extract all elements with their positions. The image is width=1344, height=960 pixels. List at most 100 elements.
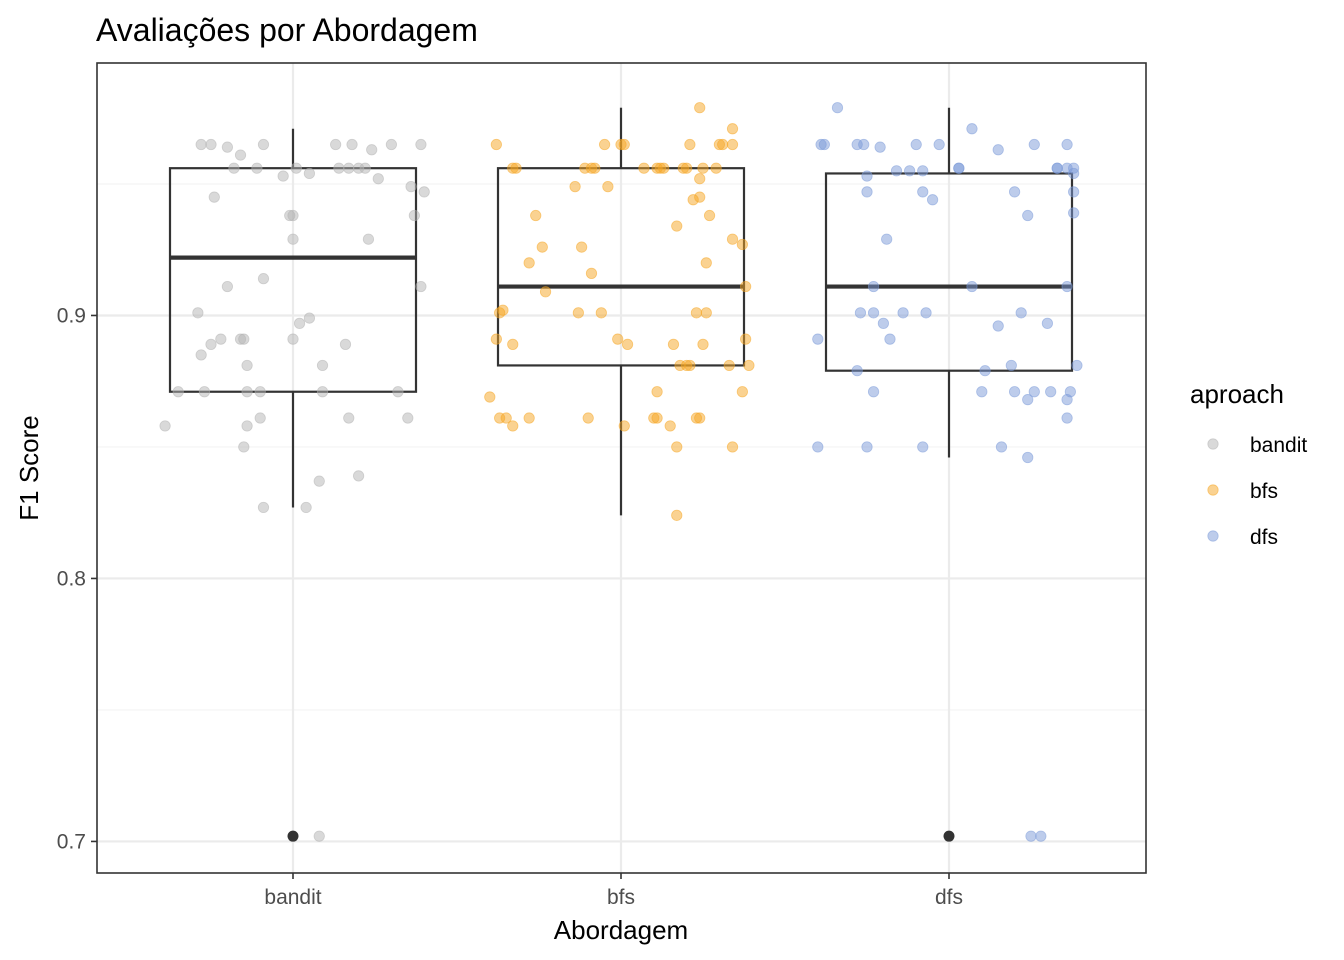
data-point-bfs xyxy=(710,162,722,174)
data-point-dfs xyxy=(897,307,909,319)
data-point-bfs xyxy=(585,267,598,279)
data-point-bandit xyxy=(257,138,270,151)
data-point-bfs xyxy=(740,333,752,345)
data-point-dfs xyxy=(1005,359,1017,372)
data-point-dfs xyxy=(995,441,1008,453)
data-point-bandit xyxy=(284,209,296,222)
data-point-bandit xyxy=(221,280,233,293)
data-point-bfs xyxy=(684,138,696,151)
data-point-dfs xyxy=(917,165,929,177)
y-tick-label: 0.7 xyxy=(57,830,86,853)
data-point-bfs xyxy=(736,238,748,251)
data-point-dfs xyxy=(992,320,1004,332)
data-point-bandit xyxy=(303,167,315,180)
data-point-bfs xyxy=(687,194,699,206)
data-point-bandit xyxy=(362,233,375,245)
data-point-bandit xyxy=(415,138,427,151)
data-point-bfs xyxy=(500,412,512,424)
data-point-bandit xyxy=(215,333,227,345)
data-point-dfs xyxy=(1035,830,1047,842)
data-point-bfs xyxy=(743,359,755,372)
data-point-bfs xyxy=(612,333,624,345)
data-point-bfs xyxy=(740,280,752,293)
data-point-bfs xyxy=(726,138,739,151)
data-point-dfs xyxy=(1008,186,1021,198)
data-point-bandit xyxy=(205,138,217,151)
data-point-bfs xyxy=(523,257,535,269)
data-point-bfs xyxy=(651,412,663,424)
data-point-dfs xyxy=(818,138,830,151)
data-point-bfs xyxy=(585,162,598,174)
data-point-bfs xyxy=(621,338,634,350)
legend-key-dfs xyxy=(1207,530,1219,542)
data-point-dfs xyxy=(1045,386,1057,398)
data-point-bandit xyxy=(316,359,329,372)
chart-title: Avaliações por Abordagem xyxy=(96,12,478,48)
data-point-dfs xyxy=(1061,412,1073,424)
data-point-bandit xyxy=(159,420,171,432)
data-point-dfs xyxy=(867,280,880,293)
data-point-dfs xyxy=(874,141,886,153)
data-point-dfs xyxy=(1068,207,1080,219)
data-point-dfs xyxy=(831,102,844,114)
points-dfs xyxy=(812,102,1083,842)
data-point-dfs xyxy=(979,365,991,377)
data-point-bandit xyxy=(238,441,250,453)
data-point-bandit xyxy=(241,386,253,398)
data-point-bandit xyxy=(172,386,184,398)
data-point-bfs xyxy=(598,138,611,151)
data-point-bandit xyxy=(402,412,414,424)
data-point-bandit xyxy=(330,138,342,151)
legend-label-dfs: dfs xyxy=(1250,526,1278,549)
plot-panel xyxy=(96,62,1147,874)
legend-key-bfs xyxy=(1207,484,1219,496)
data-point-bfs xyxy=(507,420,519,432)
data-point-bfs xyxy=(602,181,614,193)
data-point-bfs xyxy=(595,307,607,319)
data-point-bandit xyxy=(392,386,404,398)
boxplot-bfs xyxy=(496,107,746,516)
data-point-bfs xyxy=(694,412,706,424)
data-point-bandit xyxy=(257,273,270,285)
data-point-dfs xyxy=(1008,386,1021,398)
data-point-bandit xyxy=(254,386,266,398)
boxplots xyxy=(168,107,1074,842)
data-point-dfs xyxy=(877,317,890,329)
data-point-dfs xyxy=(884,333,896,345)
data-point-bfs xyxy=(690,307,703,319)
box xyxy=(496,167,746,367)
data-point-bfs xyxy=(671,220,683,232)
data-point-bandit xyxy=(313,830,325,842)
outlier-point xyxy=(287,830,299,842)
x-tick-label: dfs xyxy=(935,886,963,909)
data-point-bfs xyxy=(484,391,496,403)
data-point-bandit xyxy=(241,420,253,432)
data-point-bandit xyxy=(205,338,217,350)
data-point-bandit xyxy=(293,317,306,329)
data-point-bandit xyxy=(241,359,253,372)
data-point-bandit xyxy=(418,186,430,198)
data-point-dfs xyxy=(861,170,873,182)
data-point-dfs xyxy=(992,144,1004,156)
data-point-dfs xyxy=(861,186,873,198)
data-point-bandit xyxy=(287,333,299,345)
x-axis-title: Abordagem xyxy=(554,915,688,945)
data-point-dfs xyxy=(917,186,929,198)
legend-key-bandit xyxy=(1207,438,1219,450)
data-point-dfs xyxy=(933,138,945,151)
data-point-bfs xyxy=(723,359,735,372)
data-point-bandit xyxy=(372,173,384,185)
data-point-dfs xyxy=(1061,138,1073,151)
boxplot-dfs xyxy=(824,107,1074,842)
data-point-dfs xyxy=(966,123,978,135)
data-point-dfs xyxy=(966,280,978,293)
data-point-bandit xyxy=(405,181,417,193)
data-point-bandit xyxy=(221,141,233,153)
data-point-bfs xyxy=(582,412,594,424)
data-point-dfs xyxy=(890,165,903,177)
y-axis-title: F1 Score xyxy=(14,415,44,521)
data-point-bandit xyxy=(290,162,302,174)
data-point-bfs xyxy=(717,138,729,151)
data-point-dfs xyxy=(854,307,867,319)
